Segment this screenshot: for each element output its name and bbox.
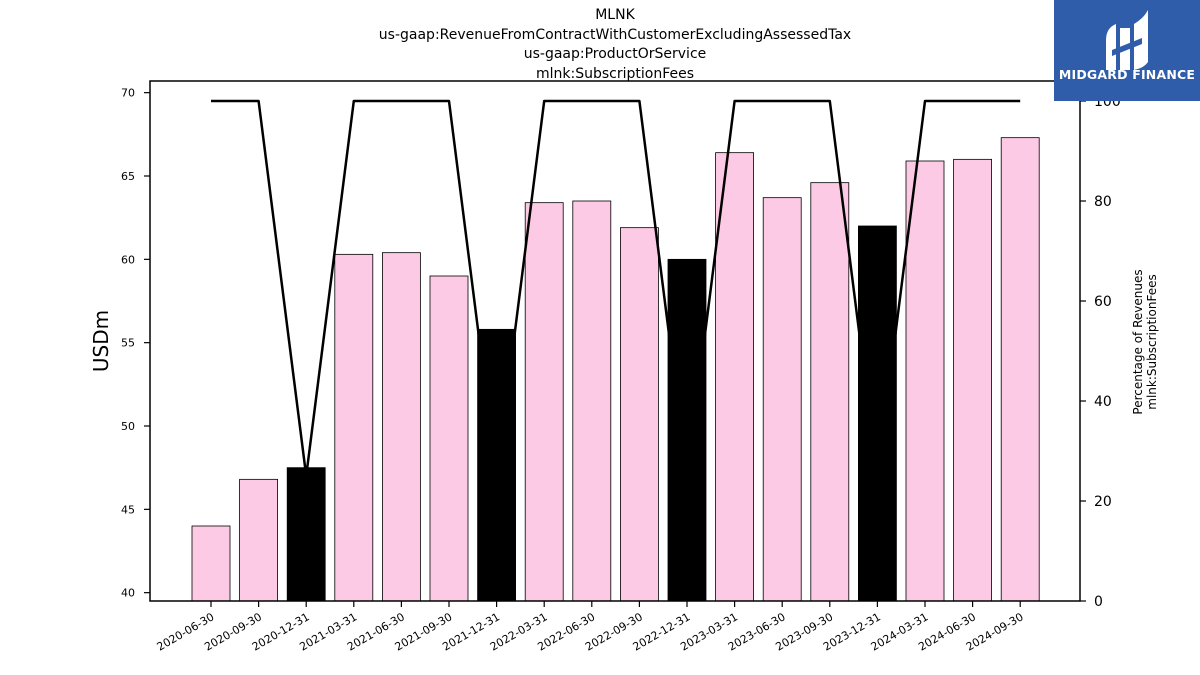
y-right-tick-label: 0 [1094, 594, 1103, 610]
logo-text: MIDGARD FINANCE [1058, 67, 1196, 82]
bar-2023-12-31 [858, 225, 897, 602]
y-right-label-line: Percentage of Revenues [1131, 269, 1145, 414]
y-right-tick-label: 20 [1094, 494, 1112, 510]
bar-2021-09-30 [429, 275, 469, 602]
bar-2020-06-30 [191, 525, 231, 602]
bar-2022-03-31 [524, 202, 564, 602]
bar-2022-12-31 [667, 258, 707, 602]
bar-2023-03-31 [715, 152, 754, 602]
y-right-label-line: mlnk:SubscriptionFees [1145, 274, 1159, 409]
brand-logo: MIDGARD FINANCE [1054, 0, 1200, 101]
bar-2023-06-30 [762, 197, 802, 602]
bar-2022-06-30 [572, 200, 612, 602]
y-tick-label: 55 [121, 337, 135, 350]
percentage-line-series [211, 99, 1021, 478]
title-line-member: mlnk:SubscriptionFees [535, 65, 695, 82]
bar-2023-09-30 [810, 182, 850, 602]
y-tick-label: 65 [121, 170, 135, 183]
bar-series [191, 137, 1040, 602]
y-tick-label: 70 [121, 87, 135, 100]
logo-mark-icon [1106, 10, 1148, 70]
bar-2020-12-31 [286, 467, 326, 602]
title-line-ticker: MLNK [595, 7, 635, 23]
y-tick-label: 60 [121, 253, 135, 266]
y-axis-label: USDm [89, 310, 113, 372]
bar-2024-06-30 [953, 158, 992, 602]
bar-2021-03-31 [334, 253, 374, 602]
bar-2020-09-30 [239, 478, 279, 602]
y-tick-label: 50 [121, 420, 135, 433]
y-axis-right-label: Percentage of Revenuesmlnk:SubscriptionF… [1131, 269, 1159, 414]
bar-2021-06-30 [381, 252, 421, 602]
y-axis-left: 40 45 50 55 60 65 70 [121, 87, 150, 600]
x-axis: 2020-06-302020-09-302020-12-312021-03-31… [155, 601, 1026, 654]
percentage-line [211, 99, 1021, 478]
chart-title: MLNK us-gaap:RevenueFromContractWithCust… [0, 6, 1200, 84]
y-tick-label: 40 [121, 587, 135, 600]
title-line-concept: us-gaap:RevenueFromContractWithCustomerE… [378, 26, 852, 43]
bar-2022-09-30 [620, 227, 659, 602]
y-right-tick-label: 80 [1094, 194, 1112, 210]
title-line-axis: us-gaap:ProductOrService [523, 46, 707, 62]
plot-frame [149, 80, 1081, 602]
bar-2024-09-30 [1000, 137, 1040, 602]
y-right-tick-label: 60 [1094, 294, 1112, 310]
y-tick-label: 45 [121, 503, 135, 516]
bar-2024-03-31 [905, 160, 945, 602]
y-right-tick-label: 40 [1094, 394, 1112, 410]
